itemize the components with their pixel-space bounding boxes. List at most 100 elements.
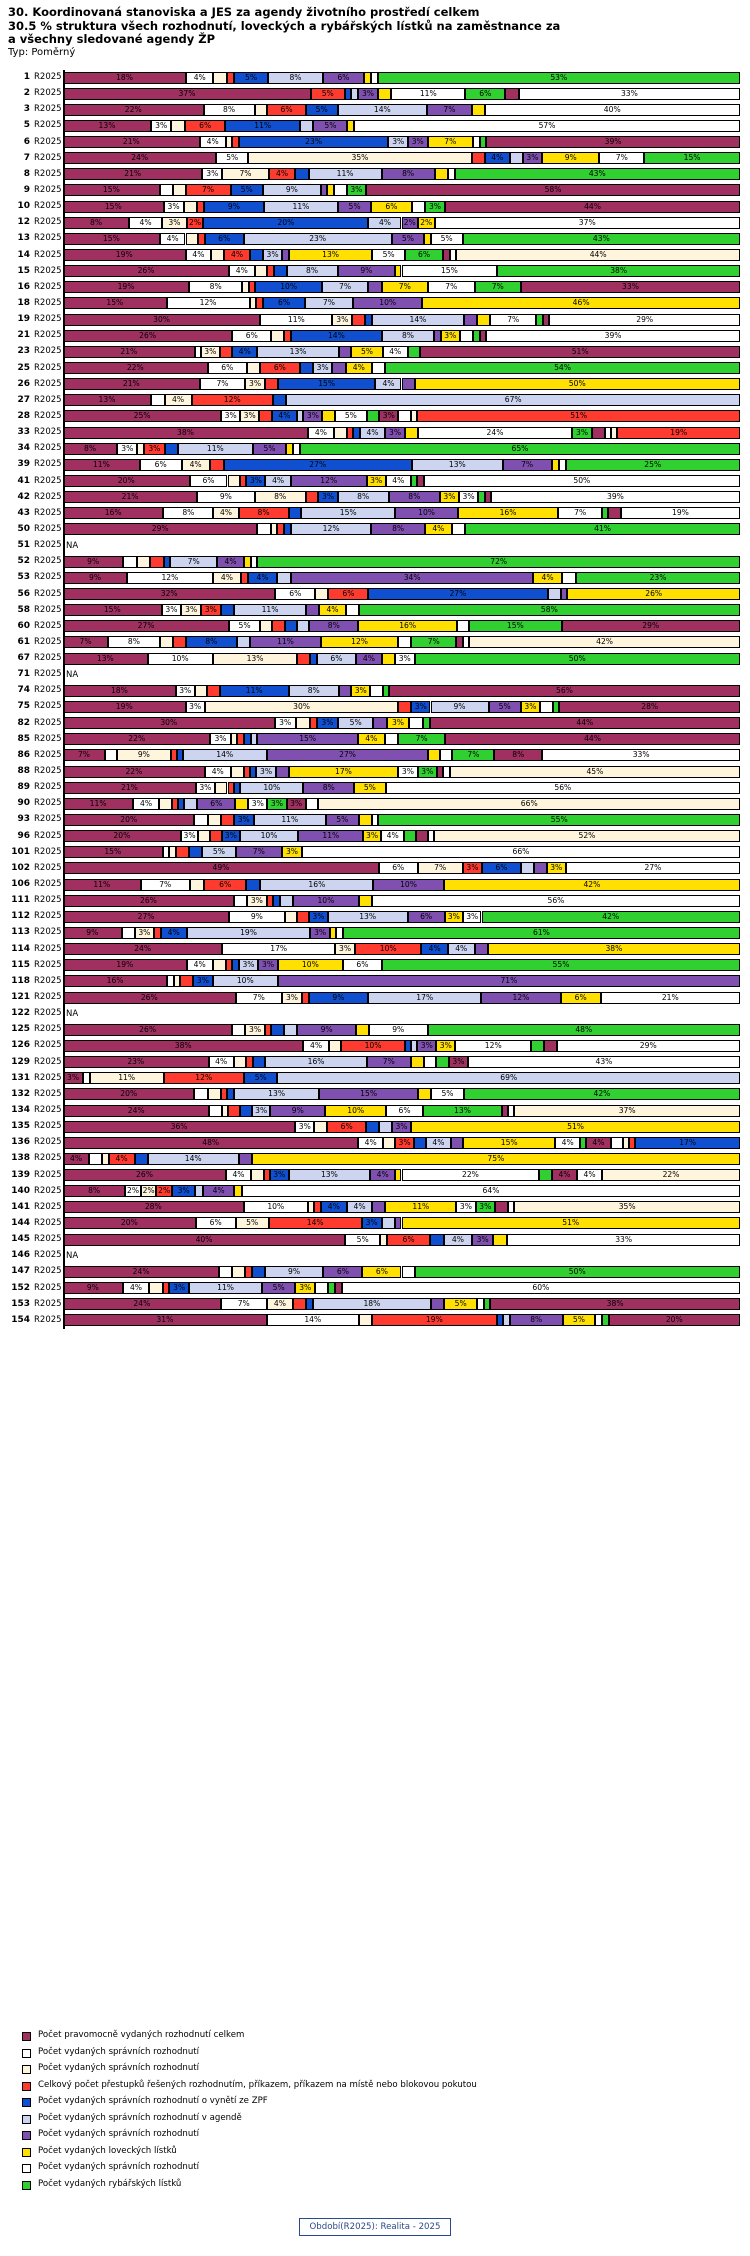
bar-segment: 11% <box>178 442 253 455</box>
bar-segment-label: 38% <box>174 1040 192 1050</box>
bar-segment: 11% <box>219 684 289 697</box>
bar-segment-label: 6% <box>330 653 343 663</box>
bar-segment <box>273 265 287 278</box>
legend-item[interactable]: Počet vydaných správních rozhodnutí <box>22 2128 722 2145</box>
bar-segment: 4% <box>357 733 385 746</box>
legend-item[interactable]: Počet vydaných správních rozhodnutí v ag… <box>22 2112 722 2129</box>
row-period-label: R2025 <box>34 1201 62 1212</box>
bar-segment: 3% <box>248 797 268 810</box>
legend-item[interactable]: Počet vydaných rybářských lístků <box>22 2178 722 2195</box>
bar-segment: 30% <box>63 717 275 730</box>
bar-segment: 3% <box>258 959 278 972</box>
bar-segment-label: 7% <box>434 863 447 873</box>
bar-segment-label: 48% <box>575 1024 593 1034</box>
bar-segment-label: 15% <box>318 379 336 389</box>
bar-segment: 50% <box>423 475 740 488</box>
bar-segment: 4% <box>265 475 291 488</box>
bar-segment: 6% <box>204 232 244 245</box>
row-category-label: 144 <box>11 1217 30 1228</box>
legend-item[interactable]: Počet pravomocně vydaných rozhodnutí cel… <box>22 2029 722 2046</box>
row-period-label: R2025 <box>34 265 62 276</box>
bar-segment-label: 21% <box>661 992 679 1002</box>
bar-segment-label: 15% <box>299 734 317 744</box>
row-bar: 16% 3% 10% 71% <box>63 975 740 988</box>
bar-segment-label: 39% <box>607 492 624 502</box>
bar-segment <box>443 765 450 778</box>
bar-segment: 8% <box>108 636 160 649</box>
bar-segment: 43% <box>462 232 740 245</box>
legend-item[interactable]: Počet vydaných loveckých lístků <box>22 2145 722 2162</box>
legend-item[interactable]: Počet vydaných správních rozhodnutí o vy… <box>22 2095 722 2112</box>
bar-segment <box>185 232 199 245</box>
legend-item-label: Počet vydaných správních rozhodnutí v ag… <box>38 2112 242 2123</box>
bar-segment-label: 4% <box>278 411 291 421</box>
bar-segment-label: 5% <box>348 201 361 211</box>
bar-segment: 43% <box>454 168 740 181</box>
bar-segment: 5% <box>351 345 383 358</box>
bar-segment-label: 11% <box>292 201 310 211</box>
chart-row: 112 R2025 27% 9% 3% 13% 6% 3% 3% 42% <box>0 909 750 926</box>
bar-segment: 19% <box>620 507 740 520</box>
bar-segment <box>436 765 444 778</box>
bar-segment-label: 4% <box>389 346 402 356</box>
bar-segment: 6% <box>342 959 382 972</box>
bar-segment-label: 4% <box>386 831 399 841</box>
bar-segment <box>358 813 372 826</box>
bar-segment-label: 7% <box>415 734 428 744</box>
bar-segment <box>328 1039 342 1052</box>
bar-segment <box>579 1136 587 1149</box>
bar-segment: 56% <box>371 894 740 907</box>
legend-item[interactable]: Celkový počet přestupků řešených rozhodn… <box>22 2079 722 2096</box>
bar-segment <box>213 71 228 84</box>
bar-segment <box>344 87 352 100</box>
bar-segment <box>277 523 285 536</box>
bar-segment: 38% <box>497 265 740 278</box>
row-bar: 20% 13% 15% 5% 42% <box>63 1088 740 1101</box>
bar-segment-label: 37% <box>618 1105 636 1115</box>
row-period-label: R2025 <box>34 346 62 357</box>
bar-segment-label: 8% <box>402 169 415 179</box>
bar-segment-label: 8% <box>89 217 103 227</box>
axis-line <box>63 473 65 490</box>
bar-segment: 38% <box>63 426 308 439</box>
bar-segment: 21% <box>63 136 200 149</box>
bar-segment <box>227 71 234 84</box>
bar-segment-label: 3% <box>321 718 334 728</box>
bar-segment: 7% <box>427 136 474 149</box>
bar-segment: 10% <box>277 959 343 972</box>
bar-segment-label: 3% <box>243 411 256 421</box>
chart-row: 33 R2025 38% 4% 4% 3% 24% 3% 19% <box>0 425 750 442</box>
bar-segment-label: 35% <box>351 153 369 163</box>
chart-row: 15 R2025 26% 4% 8% 9% 15% 38% <box>0 263 750 280</box>
bar-segment-label: 26% <box>139 330 157 340</box>
chart-row: 23 R2025 21% 3% 4% 13% 5% 4% 51% <box>0 344 750 361</box>
bar-segment: 3% <box>221 830 240 843</box>
bar-segment-label: 3% <box>204 346 217 356</box>
bar-segment: 8% <box>381 329 435 342</box>
legend-item[interactable]: Počet vydaných správních rozhodnutí <box>22 2046 722 2063</box>
bar-segment-label: 50% <box>568 1266 586 1276</box>
bar-segment-label: 8% <box>401 330 415 340</box>
legend-item[interactable]: Počet vydaných správních rozhodnutí <box>22 2161 722 2178</box>
row-category-label: 136 <box>11 1137 30 1148</box>
bar-segment-label: 6% <box>199 120 212 130</box>
bar-segment-label: 4% <box>139 217 152 227</box>
bar-segment-label: 37% <box>578 217 596 227</box>
axis-line <box>63 457 65 474</box>
bar-segment <box>477 1298 484 1311</box>
bar-segment <box>346 426 354 439</box>
bar-segment-label: 13% <box>96 653 114 663</box>
axis-line <box>63 634 65 652</box>
bar-segment <box>227 781 234 794</box>
bar-segment <box>542 313 550 326</box>
bar-segment <box>540 700 553 713</box>
bar-segment: 33% <box>507 1233 740 1246</box>
bar-segment-label: 3% <box>389 427 402 437</box>
bar-segment-label: 14% <box>373 104 391 114</box>
bar-segment-label: 28% <box>144 1202 162 1212</box>
bar-segment <box>164 442 179 455</box>
row-bar: 11% 6% 4% 27% 13% 7% 25% <box>63 458 740 471</box>
bar-segment-label: 5% <box>315 104 328 114</box>
bar-segment: 5% <box>337 200 372 213</box>
legend-item[interactable]: Počet vydaných správních rozhodnutí <box>22 2062 722 2079</box>
